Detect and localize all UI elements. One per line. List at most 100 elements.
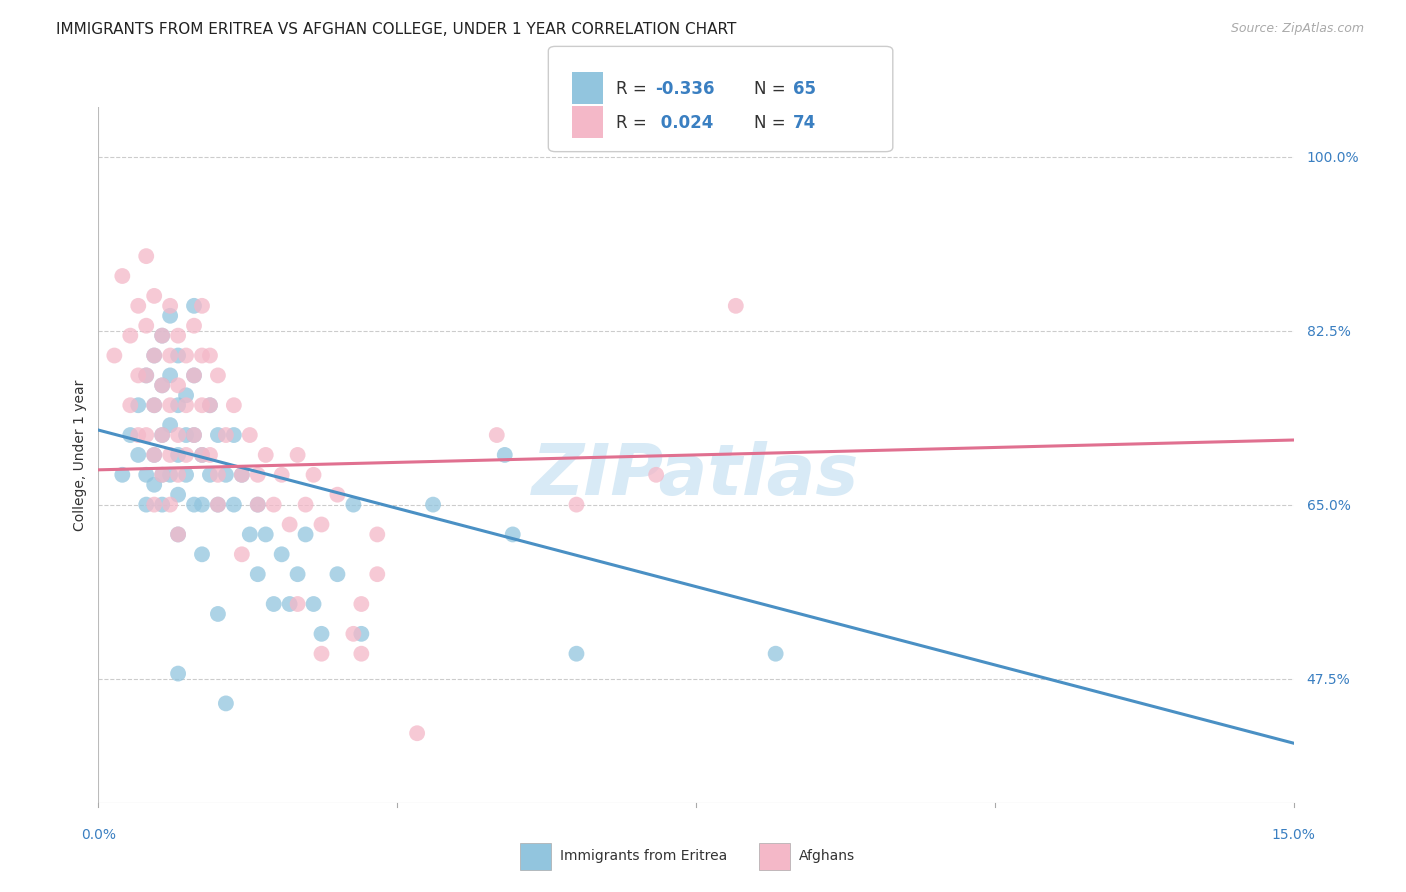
Point <box>191 448 214 462</box>
Point <box>294 498 316 512</box>
Point <box>198 398 221 412</box>
Point <box>246 467 269 482</box>
Point <box>159 299 181 313</box>
Point <box>222 428 245 442</box>
Point <box>191 448 214 462</box>
Point <box>191 498 214 512</box>
Point <box>422 498 444 512</box>
Point <box>167 527 190 541</box>
Point <box>143 289 166 303</box>
Point <box>485 428 508 442</box>
Point <box>350 647 373 661</box>
Point <box>150 378 173 392</box>
Point <box>191 299 214 313</box>
Point <box>231 467 253 482</box>
Point <box>239 428 262 442</box>
Text: IMMIGRANTS FROM ERITREA VS AFGHAN COLLEGE, UNDER 1 YEAR CORRELATION CHART: IMMIGRANTS FROM ERITREA VS AFGHAN COLLEG… <box>56 22 737 37</box>
Point <box>183 498 205 512</box>
Point <box>565 647 588 661</box>
Point <box>207 498 229 512</box>
Point <box>143 349 166 363</box>
Point <box>207 368 229 383</box>
Point <box>207 467 229 482</box>
Point <box>111 268 134 283</box>
Point <box>215 697 238 711</box>
Point <box>350 597 373 611</box>
Point <box>159 418 181 433</box>
Text: -0.336: -0.336 <box>655 80 714 98</box>
Point <box>159 398 181 412</box>
Point <box>127 398 149 412</box>
Point <box>246 567 269 582</box>
Point <box>143 398 166 412</box>
Point <box>222 398 245 412</box>
Point <box>150 328 173 343</box>
Point <box>765 647 787 661</box>
Point <box>183 368 205 383</box>
Point <box>150 428 173 442</box>
Point <box>254 527 277 541</box>
Point <box>207 498 229 512</box>
Point <box>120 428 142 442</box>
Point <box>159 368 181 383</box>
Point <box>183 428 205 442</box>
Point <box>231 547 253 561</box>
Point <box>287 567 309 582</box>
Point <box>159 498 181 512</box>
Point <box>150 498 173 512</box>
Point <box>326 488 349 502</box>
Point <box>127 299 149 313</box>
Point <box>167 488 190 502</box>
Point <box>159 309 181 323</box>
Point <box>183 368 205 383</box>
Point <box>159 349 181 363</box>
Point <box>135 368 157 383</box>
Point <box>198 448 221 462</box>
Point <box>263 498 285 512</box>
Point <box>167 428 190 442</box>
Text: 0.0%: 0.0% <box>82 828 115 842</box>
Point <box>183 428 205 442</box>
Point <box>167 378 190 392</box>
Point <box>174 388 197 402</box>
Point <box>159 448 181 462</box>
Point <box>167 527 190 541</box>
Text: N =: N = <box>754 80 790 98</box>
Point <box>191 349 214 363</box>
Text: R =: R = <box>616 80 652 98</box>
Point <box>135 467 157 482</box>
Point <box>270 547 292 561</box>
Point <box>143 477 166 491</box>
Point <box>191 398 214 412</box>
Point <box>311 627 333 641</box>
Point <box>502 527 524 541</box>
Point <box>143 349 166 363</box>
Point <box>645 467 668 482</box>
Text: 65: 65 <box>793 80 815 98</box>
Point <box>231 467 253 482</box>
Point <box>150 467 173 482</box>
Point <box>278 597 301 611</box>
Text: N =: N = <box>754 114 790 132</box>
Text: R =: R = <box>616 114 652 132</box>
Point <box>198 398 221 412</box>
Point <box>174 398 197 412</box>
Point <box>150 428 173 442</box>
Point <box>135 368 157 383</box>
Point <box>302 597 325 611</box>
Point <box>120 328 142 343</box>
Point <box>302 467 325 482</box>
Point <box>215 428 238 442</box>
Text: ZIPatlas: ZIPatlas <box>533 442 859 510</box>
Point <box>150 328 173 343</box>
Point <box>174 448 197 462</box>
Point <box>159 467 181 482</box>
Point <box>183 299 205 313</box>
Point <box>207 428 229 442</box>
Point <box>366 527 388 541</box>
Point <box>254 448 277 462</box>
Point <box>207 607 229 621</box>
Text: 0.024: 0.024 <box>655 114 714 132</box>
Point <box>167 448 190 462</box>
Point <box>135 498 157 512</box>
